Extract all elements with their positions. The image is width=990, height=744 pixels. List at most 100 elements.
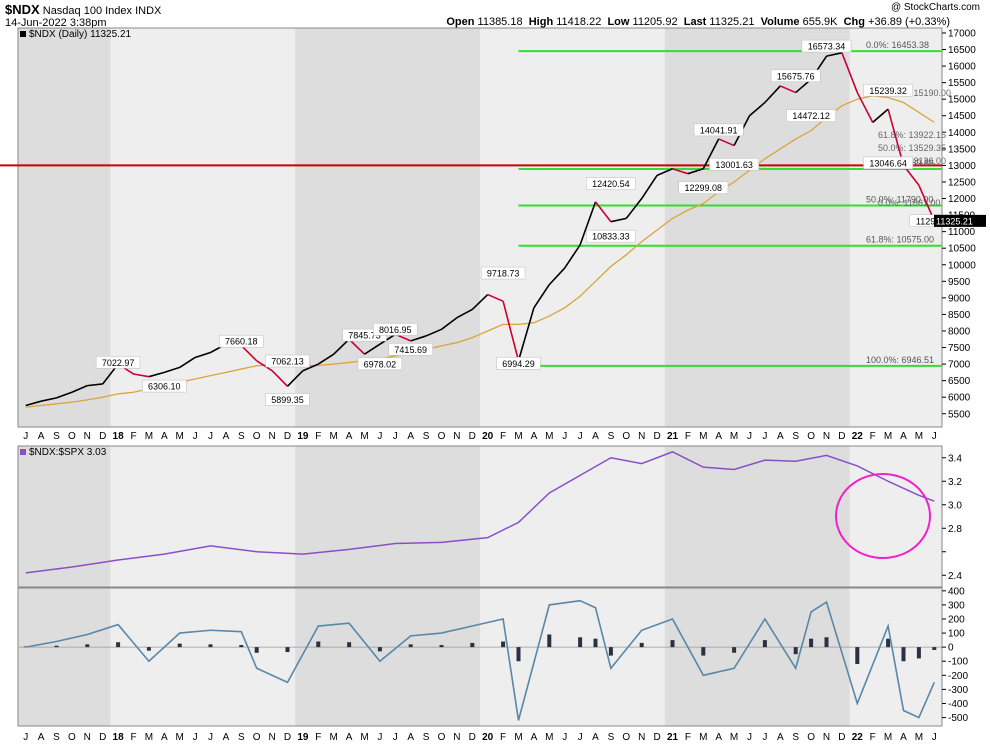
- x-tick-label: O: [438, 732, 446, 743]
- x-tick-label: F: [130, 431, 136, 442]
- x-tick-label: M: [514, 732, 522, 743]
- x-tick-label: F: [870, 431, 876, 442]
- y-tick-label: 13500: [948, 144, 976, 155]
- x-tick-label: J: [377, 431, 382, 442]
- price-segment: [333, 338, 350, 355]
- x-tick-label: D: [99, 732, 106, 743]
- histogram-bar: [116, 642, 121, 648]
- x-tick-label: N: [823, 732, 830, 743]
- histogram-bar: [578, 637, 583, 648]
- x-tick-label: O: [622, 431, 630, 442]
- x-tick-label: M: [915, 431, 923, 442]
- y-tick-label: 2.4: [948, 571, 962, 582]
- price-segment: [872, 108, 889, 123]
- histogram-bar: [347, 642, 352, 648]
- ohlc-bar: Open 11385.18 High 11418.22 Low 11205.92…: [446, 16, 950, 28]
- x-tick-label: A: [592, 431, 599, 442]
- y-tick-label: 400: [948, 586, 965, 597]
- price-segment: [317, 353, 335, 365]
- x-tick-label: J: [747, 732, 752, 743]
- price-segment: [179, 356, 196, 369]
- x-tick-label: F: [500, 732, 506, 743]
- x-tick-label: J: [393, 431, 398, 442]
- histogram-bar: [916, 647, 921, 659]
- price-annotation-box: [709, 158, 759, 171]
- price-segment: [87, 383, 103, 387]
- price-segment: [471, 293, 489, 311]
- x-tick-label: M: [360, 431, 368, 442]
- y-tick-label: 3.0: [948, 500, 962, 511]
- x-tick-label: N: [84, 431, 91, 442]
- x-tick-label: O: [807, 732, 815, 743]
- x-tick-label: J: [208, 732, 213, 743]
- price-annotation-box: [786, 109, 836, 122]
- price-segment: [764, 85, 781, 104]
- x-tick-label: M: [145, 431, 153, 442]
- x-tick-label: N: [268, 431, 275, 442]
- chart-datetime: 14-Jun-2022 3:38pm: [5, 17, 107, 29]
- histogram-bar: [516, 647, 521, 662]
- price-annotation: 12299.08: [685, 183, 723, 193]
- histogram-bar: [670, 640, 675, 648]
- x-tick-label: 21: [667, 431, 679, 442]
- y-tick-label: 10500: [948, 244, 976, 255]
- panel-border-2: [17, 445, 943, 588]
- histogram-bar: [901, 647, 906, 662]
- year-band: [18, 28, 111, 427]
- year-band: [295, 588, 480, 726]
- fib-sublabel: 0.0%: 11861.00: [878, 198, 940, 208]
- price-segment: [887, 108, 905, 166]
- price-annotation: 8016.95: [379, 325, 412, 335]
- chart-header: $NDX Nasdaq 100 Index INDX: [5, 2, 161, 17]
- volume-value: 655.9K: [802, 16, 838, 28]
- price-segment: [148, 371, 165, 378]
- price-annotation: 12420.54: [592, 179, 630, 189]
- price-annotation-box: [142, 379, 187, 393]
- x-tick-label: S: [423, 431, 430, 442]
- price-segment: [133, 373, 150, 378]
- year-band: [18, 446, 111, 587]
- x-tick-label: N: [823, 431, 830, 442]
- x-tick-label: F: [685, 732, 691, 743]
- histogram-bar: [146, 647, 151, 651]
- histogram-bar: [793, 647, 798, 655]
- price-segment: [625, 198, 643, 219]
- x-tick-label: A: [900, 431, 907, 442]
- price-annotation: 7415.69: [394, 345, 427, 355]
- price-annotation-box: [693, 123, 744, 137]
- x-tick-label: J: [762, 732, 767, 743]
- fib-sublabel: 61.8%: 13922.15: [878, 130, 946, 140]
- histogram-bar: [254, 647, 259, 653]
- index-name: Nasdaq 100 Index: [42, 5, 133, 17]
- price-segment: [240, 344, 258, 362]
- fib-label: 50.0%: 11790.00: [866, 194, 933, 204]
- x-tick-label: M: [699, 431, 707, 442]
- x-tick-label: J: [932, 732, 937, 743]
- histogram-bar: [285, 647, 290, 653]
- x-tick-label: D: [838, 431, 845, 442]
- y-tick-label: 12000: [948, 194, 976, 205]
- price-segment: [71, 384, 88, 393]
- watermark: @ StockCharts.com: [890, 2, 980, 13]
- low-value: 11205.92: [632, 16, 678, 28]
- histogram-bar: [855, 647, 860, 665]
- price-annotation-box: [357, 357, 403, 371]
- price-segment: [456, 308, 473, 319]
- price-segment: [579, 201, 597, 246]
- price-segment: [487, 293, 504, 302]
- open-value: 11385.18: [477, 16, 523, 28]
- x-tick-label: J: [562, 732, 567, 743]
- histogram-bar: [408, 644, 413, 648]
- y-tick-label: 7500: [948, 343, 971, 354]
- price-segment: [425, 328, 442, 337]
- y-tick-label: 17000: [948, 28, 976, 39]
- x-tick-label: J: [393, 732, 398, 743]
- x-tick-label: F: [315, 431, 321, 442]
- x-tick-label: 20: [482, 431, 494, 442]
- price-segment: [856, 92, 874, 123]
- x-tick-label: O: [68, 431, 76, 442]
- x-tick-label: F: [685, 431, 691, 442]
- y-tick-label: 11000: [948, 227, 976, 238]
- x-tick-label: D: [284, 431, 291, 442]
- current-value-label: 11325.21: [936, 216, 973, 226]
